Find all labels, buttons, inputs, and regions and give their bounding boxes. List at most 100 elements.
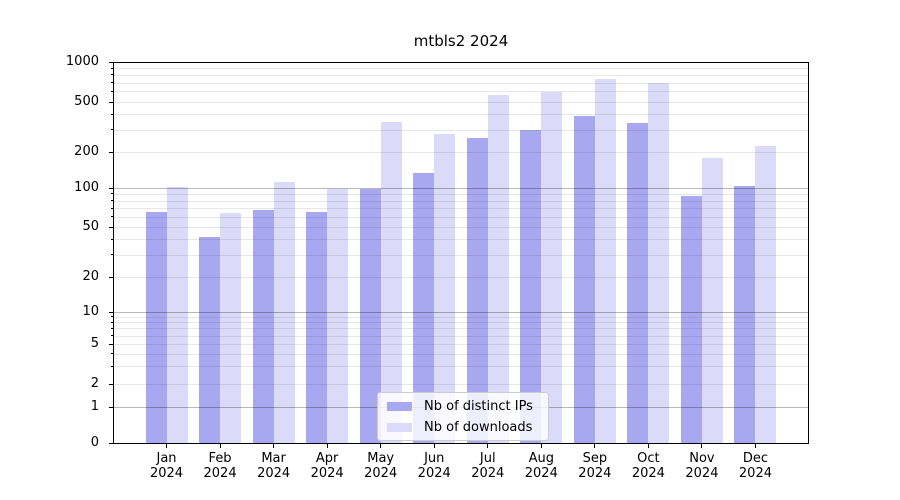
bar-downloads-sep bbox=[594, 78, 616, 443]
gridline-minor bbox=[114, 344, 808, 345]
bar-downloads-nov bbox=[701, 158, 723, 443]
plot-area bbox=[113, 62, 809, 444]
gridline-minor bbox=[114, 74, 808, 76]
gridline-minor bbox=[114, 216, 808, 218]
x-tick-mark bbox=[273, 444, 275, 448]
bar-downloads-mar bbox=[273, 182, 295, 443]
y-tick-label: 50 bbox=[82, 219, 99, 234]
x-tick-label-jan: Jan 2024 bbox=[149, 451, 184, 481]
gridline-minor bbox=[114, 254, 808, 256]
y-minor-tick-mark bbox=[111, 67, 113, 69]
x-tick-mark bbox=[487, 444, 489, 448]
gridline-major bbox=[114, 312, 808, 313]
x-tick-mark bbox=[594, 444, 596, 448]
gridline-minor bbox=[114, 239, 808, 241]
y-tick-label: 100 bbox=[74, 180, 99, 195]
legend-row: Nb of downloads bbox=[378, 417, 548, 437]
legend-swatch-distinct-ips bbox=[387, 402, 412, 411]
x-tick-label-apr: Apr 2024 bbox=[310, 451, 344, 481]
bar-distinct-ips-jul bbox=[466, 137, 488, 443]
gridline-minor bbox=[114, 322, 808, 324]
x-tick-mark bbox=[326, 444, 328, 448]
legend: Nb of distinct IPs Nb of downloads bbox=[377, 392, 549, 441]
y-minor-tick-mark bbox=[111, 335, 113, 337]
gridline-minor bbox=[114, 114, 808, 116]
bar-distinct-ips-aug bbox=[520, 129, 542, 443]
x-tick-label-oct: Oct 2024 bbox=[631, 451, 665, 481]
gridline-minor bbox=[114, 384, 808, 385]
y-minor-tick-mark bbox=[111, 74, 113, 76]
bar-distinct-ips-dec bbox=[734, 186, 756, 443]
bar-downloads-oct bbox=[648, 82, 670, 443]
y-tick-label: 20 bbox=[82, 269, 99, 284]
x-tick-label-sep: Sep 2024 bbox=[578, 451, 612, 481]
y-tick-label: 1000 bbox=[65, 54, 99, 69]
y-tick-mark bbox=[109, 61, 113, 63]
y-tick-mark bbox=[109, 226, 113, 228]
y-minor-tick-mark bbox=[111, 216, 113, 218]
y-tick-mark bbox=[109, 187, 113, 189]
y-tick-label: 1 bbox=[90, 399, 99, 414]
legend-label: Nb of distinct IPs bbox=[424, 399, 533, 414]
y-tick-mark bbox=[109, 311, 113, 313]
gridline-minor bbox=[114, 82, 808, 84]
y-minor-tick-mark bbox=[111, 353, 113, 355]
gridline-minor bbox=[114, 208, 808, 210]
bar-downloads-aug bbox=[541, 92, 563, 443]
y-tick-label: 10 bbox=[82, 304, 99, 319]
y-tick-mark bbox=[109, 343, 113, 345]
x-tick-label-mar: Mar 2024 bbox=[257, 451, 291, 481]
x-tick-label-nov: Nov 2024 bbox=[685, 451, 719, 481]
chart-title: mtbls2 2024 bbox=[413, 32, 509, 50]
bar-distinct-ips-sep bbox=[573, 116, 595, 443]
bar-distinct-ips-oct bbox=[627, 123, 649, 443]
bar-distinct-ips-mar bbox=[252, 209, 274, 443]
x-tick-label-jul: Jul 2024 bbox=[471, 451, 505, 481]
gridline-minor bbox=[114, 68, 808, 70]
gridline-minor bbox=[114, 193, 808, 195]
bar-distinct-ips-jan bbox=[145, 212, 167, 443]
y-minor-tick-mark bbox=[111, 365, 113, 367]
x-tick-mark bbox=[754, 444, 756, 448]
x-tick-label-dec: Dec 2024 bbox=[738, 451, 772, 481]
y-tick-label: 0 bbox=[90, 435, 99, 450]
gridline-minor bbox=[114, 129, 808, 131]
x-tick-label-aug: Aug 2024 bbox=[524, 451, 558, 481]
y-minor-tick-mark bbox=[111, 90, 113, 92]
y-tick-mark bbox=[109, 151, 113, 153]
y-minor-tick-mark bbox=[111, 113, 113, 115]
y-tick-mark bbox=[109, 101, 113, 103]
gridline-minor bbox=[114, 227, 808, 228]
gridline-minor bbox=[114, 91, 808, 93]
legend-row: Nb of distinct IPs bbox=[378, 396, 548, 416]
gridline-minor bbox=[114, 200, 808, 202]
gridline-minor bbox=[114, 335, 808, 337]
y-tick-label: 200 bbox=[74, 144, 99, 159]
bar-distinct-ips-feb bbox=[199, 236, 221, 443]
gridline-minor bbox=[114, 102, 808, 103]
gridline-minor bbox=[114, 353, 808, 355]
x-tick-mark bbox=[166, 444, 168, 448]
bar-distinct-ips-jun bbox=[413, 172, 435, 443]
y-minor-tick-mark bbox=[111, 327, 113, 329]
gridline-minor bbox=[114, 152, 808, 153]
gridline-minor bbox=[114, 316, 808, 318]
x-tick-mark bbox=[380, 444, 382, 448]
y-tick-label: 500 bbox=[74, 94, 99, 109]
y-tick-mark bbox=[109, 406, 113, 408]
bar-downloads-may bbox=[380, 121, 402, 443]
legend-label: Nb of downloads bbox=[424, 420, 533, 435]
x-tick-label-jun: Jun 2024 bbox=[417, 451, 451, 481]
bar-downloads-apr bbox=[327, 188, 349, 443]
x-tick-mark bbox=[540, 444, 542, 448]
bar-distinct-ips-nov bbox=[680, 196, 702, 443]
y-minor-tick-mark bbox=[111, 129, 113, 131]
y-minor-tick-mark bbox=[111, 316, 113, 318]
gridline-major bbox=[114, 188, 808, 189]
y-tick-mark bbox=[109, 442, 113, 444]
bar-downloads-jan bbox=[166, 186, 188, 443]
y-minor-tick-mark bbox=[111, 254, 113, 256]
y-minor-tick-mark bbox=[111, 238, 113, 240]
y-tick-label: 2 bbox=[90, 376, 99, 391]
